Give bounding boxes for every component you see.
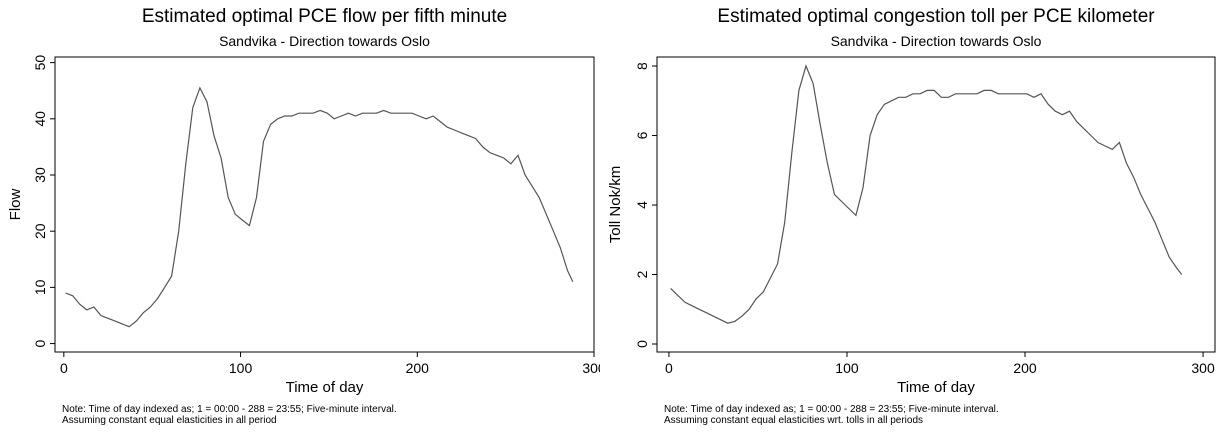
y-tick-label: 0 <box>32 339 48 347</box>
note: Assuming constant equal elasticities wrt… <box>664 415 923 426</box>
y-axis-label: Toll Nok/km <box>607 166 624 244</box>
y-tick-label: 50 <box>32 55 48 71</box>
chart-title: Estimated optimal congestion toll per PC… <box>717 6 1155 27</box>
y-tick-label: 8 <box>634 62 650 70</box>
x-axis-label: Time of day <box>286 379 364 396</box>
chart: Estimated optimal PCE flow per fifth min… <box>7 6 600 426</box>
x-tick-label: 100 <box>229 360 253 376</box>
y-tick-label: 0 <box>634 340 650 348</box>
y-tick-label: 2 <box>634 270 650 278</box>
chart-title: Estimated optimal PCE flow per fifth min… <box>142 6 507 27</box>
y-tick-label: 30 <box>32 167 48 183</box>
chart-subtitle: Sandvika - Direction towards Oslo <box>831 33 1042 49</box>
note: Assuming constant equal elasticities in … <box>62 415 277 426</box>
y-tick-label: 6 <box>634 131 650 139</box>
chart-subtitle: Sandvika - Direction towards Oslo <box>219 33 430 49</box>
y-axis-label: Flow <box>7 188 24 220</box>
x-tick-label: 0 <box>665 360 673 376</box>
line <box>670 64 1183 324</box>
note: Note: Time of day indexed as; 1 = 00:00 … <box>664 404 999 415</box>
x-tick-label: 200 <box>406 360 430 376</box>
y-tick-label: 10 <box>32 279 48 295</box>
chart: Estimated optimal congestion toll per PC… <box>607 6 1216 426</box>
x-tick-label: 300 <box>582 360 600 376</box>
y-tick-label: 20 <box>32 223 48 239</box>
x-tick-label: 300 <box>1191 360 1215 376</box>
plot-frame <box>54 56 595 353</box>
y-tick-label: 4 <box>634 201 650 209</box>
x-axis-label: Time of day <box>897 379 975 396</box>
plot-frame <box>656 56 1216 353</box>
note: Note: Time of day indexed as; 1 = 00:00 … <box>62 404 397 415</box>
y-tick-label: 40 <box>32 111 48 127</box>
x-tick-label: 100 <box>835 360 859 376</box>
line <box>65 86 574 328</box>
x-tick-label: 0 <box>60 360 68 376</box>
x-tick-label: 200 <box>1013 360 1037 376</box>
